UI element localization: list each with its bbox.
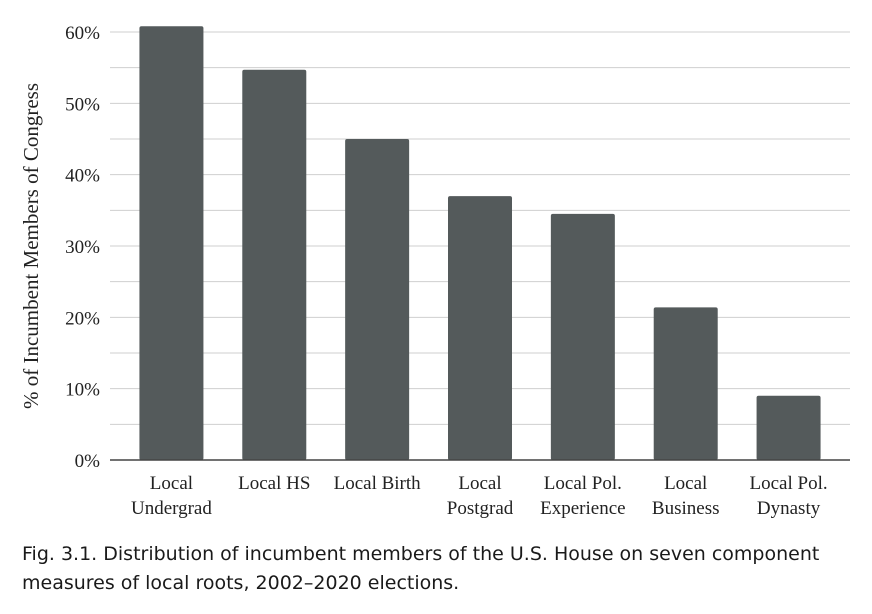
x-category-label: Local Birth — [334, 473, 422, 494]
bar — [242, 69, 307, 460]
bars — [139, 26, 821, 461]
bar — [448, 196, 512, 461]
y-tick-label: 0% — [75, 451, 101, 472]
x-category-label: Local Pol. Experience — [540, 473, 625, 519]
x-category-labels: Local Undergrad Local HS Local Birth Local Po… — [131, 473, 828, 519]
x-category-label: Local Business — [652, 473, 720, 519]
caption-line-2: measures of local roots, 2002–2020 elect… — [22, 572, 460, 594]
y-tick-label: 40% — [65, 166, 100, 187]
y-tick-label: 20% — [65, 308, 100, 329]
x-category-label: Local Pol. Dynasty — [750, 473, 828, 519]
x-category-label: Local HS — [238, 473, 310, 494]
bar-chart: 0%10%20%30%40%50%60% Local UndergradLocal… — [19, 23, 850, 519]
y-axis-label: % of Incumbent Members of Congress — [19, 83, 43, 409]
bar — [345, 139, 410, 460]
bar — [756, 395, 821, 460]
y-tick-label: 30% — [65, 237, 100, 258]
x-category-label: Local Undergrad — [131, 473, 212, 519]
bar — [139, 26, 204, 460]
y-tick-label: 50% — [65, 94, 100, 115]
y-tick-label: 60% — [65, 23, 100, 44]
caption-line-1: Fig. 3.1. Distribution of incumbent memb… — [22, 543, 820, 565]
y-tick-labels: 0% 10% 20% 30% 40% 50% 60% — [65, 23, 100, 472]
x-category-label: Local Postgrad — [447, 473, 514, 519]
y-tick-label: 10% — [65, 380, 100, 401]
bar — [550, 213, 615, 460]
figure-caption: Fig. 3.1. Distribution of incumbent memb… — [22, 540, 862, 598]
bar — [653, 307, 718, 460]
